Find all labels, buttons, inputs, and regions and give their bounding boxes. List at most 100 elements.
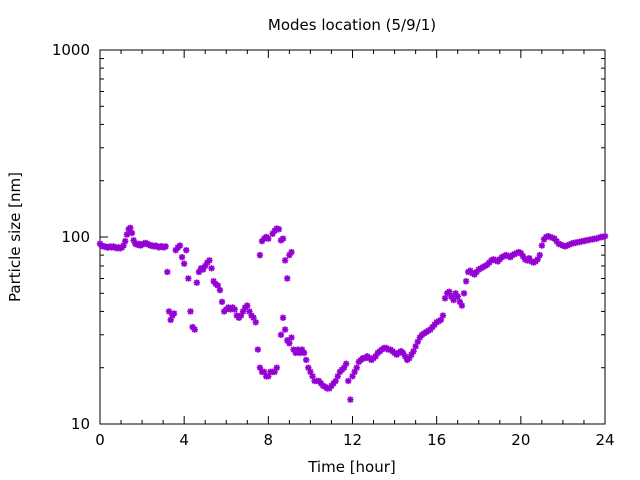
- x-axis-label: Time [hour]: [307, 458, 396, 476]
- x-tick-label: 24: [595, 431, 614, 449]
- data-point: [441, 295, 449, 302]
- data-point: [517, 249, 525, 257]
- x-tick-label: 16: [427, 431, 446, 449]
- data-point: [172, 246, 179, 254]
- data-point: [290, 346, 297, 353]
- data-point: [216, 286, 224, 294]
- data-point: [347, 396, 354, 403]
- data-point: [584, 237, 592, 244]
- data-point: [162, 243, 169, 250]
- data-point: [252, 319, 259, 326]
- data-point: [589, 236, 596, 243]
- data-point: [292, 349, 299, 357]
- data-point: [566, 241, 573, 248]
- data-point: [538, 242, 546, 249]
- data-point: [572, 239, 579, 247]
- data-point: [218, 298, 226, 306]
- data-point: [401, 353, 409, 360]
- data-point: [271, 368, 278, 376]
- data-point: [185, 275, 192, 282]
- x-tick-label: 4: [179, 431, 189, 449]
- data-point: [176, 242, 184, 249]
- data-point: [275, 226, 283, 233]
- data-point: [340, 364, 348, 371]
- data-point: [549, 234, 556, 242]
- y-tick-label: 10: [71, 415, 90, 433]
- data-point: [130, 237, 137, 244]
- data-point: [281, 326, 289, 333]
- data-point: [544, 232, 552, 240]
- data-point: [128, 229, 136, 237]
- data-point: [165, 308, 173, 315]
- data-point: [547, 233, 554, 241]
- data-points: [96, 224, 609, 403]
- y-tick-label: 100: [61, 228, 90, 246]
- data-point: [298, 346, 306, 353]
- x-tick-label: 8: [264, 431, 274, 449]
- data-point: [448, 293, 455, 300]
- y-axis-label: Particle size [nm]: [6, 172, 24, 302]
- data-point: [454, 293, 461, 300]
- data-point: [288, 334, 295, 341]
- data-point: [408, 351, 415, 358]
- data-point: [536, 251, 543, 259]
- data-point: [526, 255, 533, 262]
- data-point: [458, 302, 466, 309]
- data-point: [456, 298, 464, 306]
- data-point: [250, 314, 257, 321]
- data-point: [180, 260, 188, 267]
- data-point: [332, 377, 339, 385]
- data-point: [120, 242, 127, 249]
- data-point: [353, 364, 360, 371]
- data-point: [345, 377, 352, 385]
- data-point: [127, 224, 134, 231]
- data-point: [195, 268, 203, 276]
- data-point: [269, 230, 276, 238]
- data-point: [580, 237, 588, 245]
- y-tick-label: 1000: [52, 41, 90, 59]
- data-point: [214, 282, 222, 289]
- data-point: [307, 368, 314, 376]
- data-point: [170, 310, 178, 317]
- data-point: [599, 233, 607, 241]
- data-point: [303, 356, 310, 364]
- data-point: [414, 338, 421, 346]
- data-point: [286, 251, 293, 259]
- data-point: [187, 308, 194, 315]
- data-point: [412, 343, 419, 350]
- data-point: [191, 326, 198, 333]
- data-point: [305, 364, 312, 371]
- data-point: [256, 251, 264, 259]
- data-point: [286, 340, 293, 347]
- data-point: [208, 265, 215, 272]
- y-axis: 10 100 1000: [52, 41, 605, 433]
- data-point: [199, 266, 207, 273]
- chart-title: Modes location (5/9/1): [268, 16, 436, 34]
- data-point: [206, 257, 213, 264]
- data-point: [300, 349, 308, 357]
- data-point: [244, 302, 251, 309]
- data-point: [265, 373, 272, 380]
- x-axis: 0 4 8 12 16 20 24: [95, 50, 615, 449]
- x-tick-label: 12: [343, 431, 362, 449]
- data-point: [296, 349, 304, 357]
- data-point: [309, 373, 316, 380]
- data-point: [334, 373, 341, 380]
- plot-border: [99, 49, 606, 425]
- data-point: [561, 243, 569, 250]
- data-point: [563, 242, 571, 249]
- data-point: [202, 262, 209, 270]
- data-point: [294, 346, 301, 353]
- x-tick-label: 20: [511, 431, 530, 449]
- data-point: [595, 234, 602, 242]
- data-point: [265, 235, 272, 242]
- data-point: [406, 354, 413, 362]
- data-point: [254, 346, 262, 353]
- data-point: [288, 248, 295, 256]
- data-point: [256, 364, 264, 371]
- data-point: [178, 253, 186, 261]
- data-point: [519, 252, 527, 260]
- data-point: [439, 312, 447, 319]
- data-point: [281, 257, 289, 264]
